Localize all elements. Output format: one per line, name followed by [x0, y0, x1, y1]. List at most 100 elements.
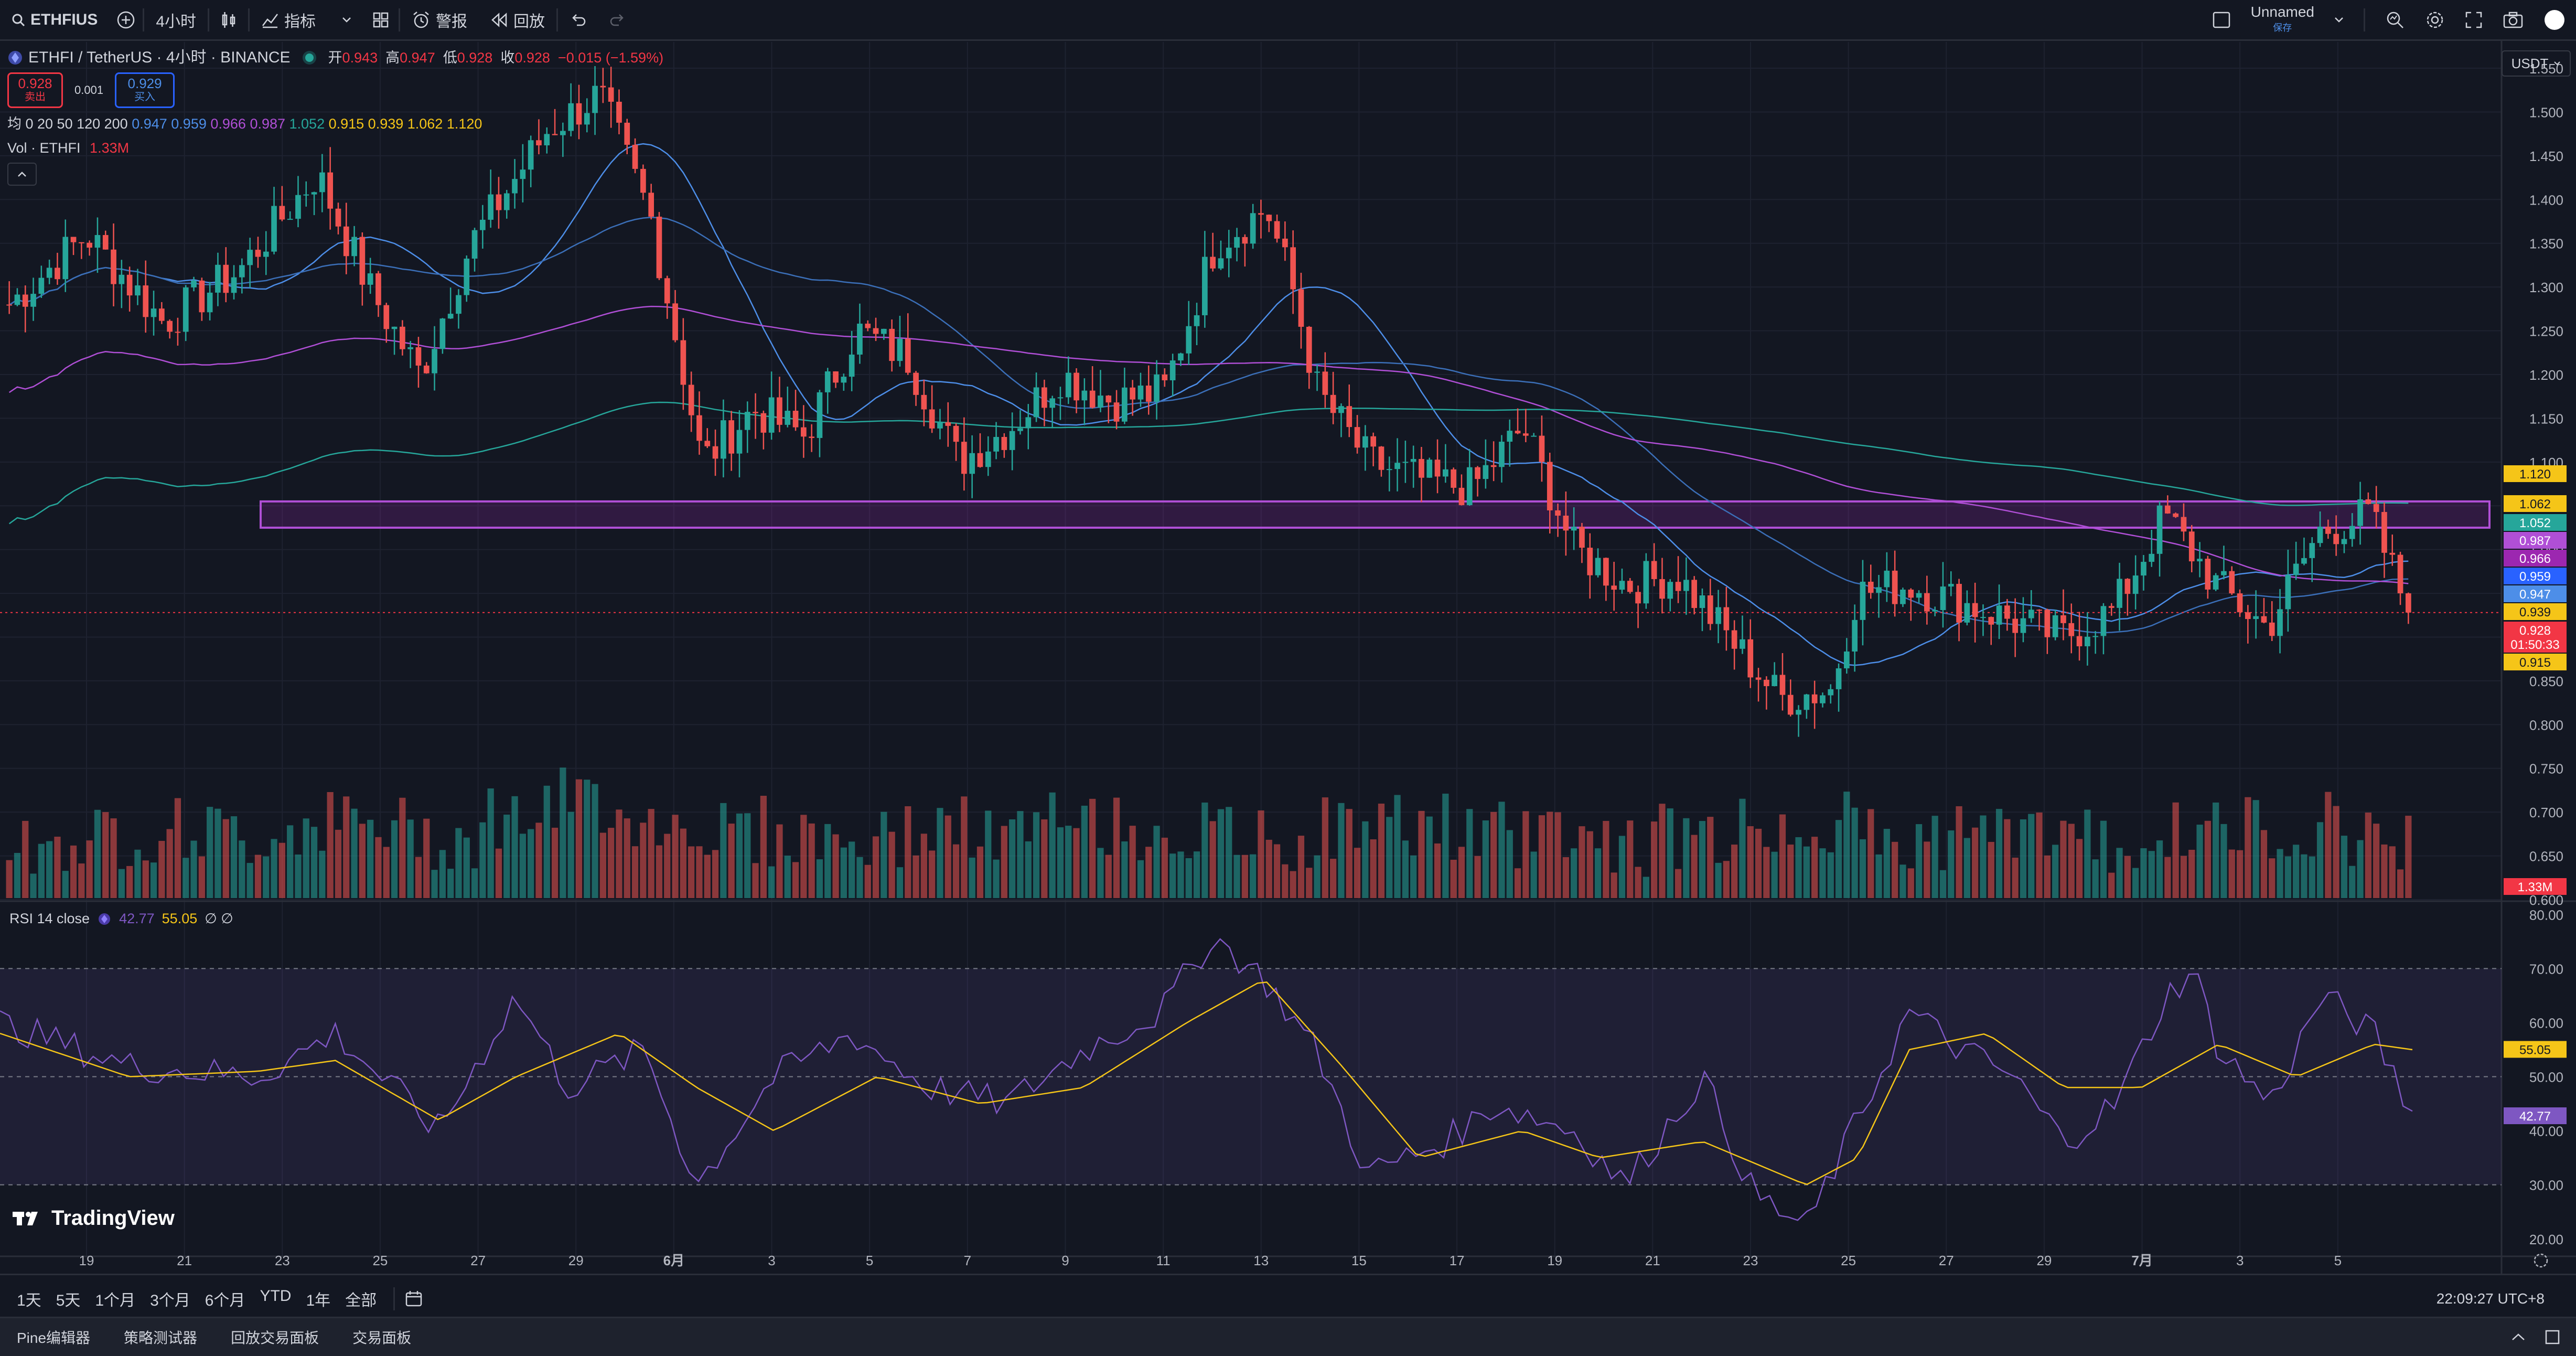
price-chart[interactable]: 1.5501.5001.4501.4001.3501.3001.2501.200… [0, 41, 2576, 1274]
templates-grid-icon[interactable] [363, 12, 399, 28]
volume-bar [2365, 813, 2371, 898]
candle-body [1643, 561, 1649, 604]
divider [399, 8, 401, 31]
candle-body [913, 372, 919, 395]
candle-body [2309, 543, 2315, 558]
range-button-5[interactable]: YTD [260, 1287, 292, 1305]
account-avatar-icon[interactable] [2543, 9, 2566, 31]
tradingview-watermark[interactable]: TradingView [13, 1206, 175, 1230]
volume-bar [961, 796, 968, 898]
maximize-panel-icon[interactable] [2545, 1329, 2560, 1345]
time-tick-label: 19 [79, 1253, 94, 1268]
volume-bar [1988, 841, 1994, 898]
layout-name[interactable]: Unnamed 保存 [2251, 4, 2314, 36]
candle-body [1675, 582, 1681, 591]
rsi-legend[interactable]: RSI 14 close 42.77 55.05 ∅ ∅ [9, 911, 233, 927]
candle-body [921, 394, 927, 410]
candle-body [1659, 579, 1665, 599]
volume-bar [118, 869, 125, 898]
alarm-clock-icon [412, 10, 431, 29]
volume-bar [712, 850, 719, 898]
volume-bar [1522, 811, 1529, 898]
volume-legend-row[interactable]: Vol · ETHFI 1.33M [7, 137, 663, 158]
indicators-button[interactable]: 指标 [250, 0, 363, 39]
expand-panel-icon[interactable] [2511, 1332, 2526, 1342]
volume-bar [1402, 840, 1409, 898]
candle-body [1892, 570, 1898, 604]
candle-body [407, 347, 414, 349]
volume-bar [929, 850, 936, 898]
footer-tab-3[interactable]: 交易面板 [352, 1330, 412, 1346]
volume-bar [214, 808, 221, 898]
ma-legend-row[interactable]: 均 0 20 50 120 200 0.947 0.959 0.966 0.98… [7, 113, 663, 134]
legend-title[interactable]: ETHFI / TetherUS · 4小时 · BINANCE [28, 49, 291, 66]
buy-button[interactable]: 0.929 买入 [115, 72, 175, 108]
symbol-search[interactable]: ETHFIUS [0, 0, 109, 39]
time-tick-label: 17 [1450, 1253, 1465, 1268]
volume-bar [2012, 857, 2019, 898]
candle-body [287, 219, 293, 220]
replay-button[interactable]: 回放 [479, 0, 556, 39]
candle-body [1130, 387, 1136, 400]
volume-bar [1065, 826, 1072, 898]
chevron-up-icon [17, 170, 27, 178]
volume-bar [616, 809, 622, 898]
range-button-4[interactable]: 6个月 [205, 1292, 245, 1309]
currency-selector[interactable]: USDT [2502, 50, 2571, 77]
chevron-down-icon[interactable] [2334, 17, 2344, 23]
candle-body [1940, 586, 1946, 611]
camera-icon[interactable] [2503, 11, 2524, 29]
add-symbol-icon[interactable] [109, 10, 143, 29]
undo-icon[interactable] [558, 13, 598, 27]
candle-body [929, 409, 935, 429]
calendar-range-icon[interactable] [404, 1289, 423, 1308]
collapse-legend-button[interactable] [7, 163, 37, 186]
sell-button[interactable]: 0.928 卖出 [7, 72, 63, 108]
volume-bar [1458, 847, 1465, 898]
volume-bar [1001, 826, 1007, 898]
volume-bar [2381, 844, 2388, 898]
volume-bar [1185, 858, 1192, 898]
footer-tab-0[interactable]: Pine编辑器 [17, 1330, 91, 1346]
range-button-7[interactable]: 全部 [345, 1292, 377, 1309]
layout-checkbox-icon[interactable] [2212, 10, 2231, 29]
volume-bar [30, 873, 37, 898]
candle-body [857, 323, 863, 355]
fullscreen-icon[interactable] [2465, 11, 2483, 29]
candle-type-icon[interactable] [209, 11, 248, 29]
volume-bar [1771, 851, 1778, 898]
quick-search-icon[interactable] [2385, 10, 2405, 30]
range-button-6[interactable]: 1年 [306, 1292, 331, 1309]
settings-gear-icon[interactable] [2425, 10, 2445, 30]
volume-bar [1915, 824, 1923, 898]
volume-bar [575, 779, 583, 898]
time-tick-label: 29 [2036, 1253, 2052, 1268]
range-button-2[interactable]: 1个月 [95, 1292, 136, 1309]
volume-bar [447, 869, 454, 898]
candle-body [736, 430, 743, 454]
clock-readout[interactable]: 22:09:27 UTC+8 [2436, 1290, 2545, 1307]
range-button-0[interactable]: 1天 [17, 1292, 41, 1309]
volume-bar [888, 831, 895, 898]
volume-bar [158, 841, 165, 898]
volume-bar [1747, 826, 1754, 898]
range-button-3[interactable]: 3个月 [150, 1292, 190, 1309]
volume-bar [2156, 840, 2163, 898]
interval-button[interactable]: 4小时 [144, 0, 208, 39]
range-button-1[interactable]: 5天 [56, 1292, 81, 1309]
candle-body [1867, 581, 1874, 593]
alert-button[interactable]: 警报 [400, 0, 479, 39]
price-tick-label: 0.750 [2529, 761, 2563, 777]
time-tick-label: 6月 [663, 1253, 684, 1268]
redo-icon[interactable] [598, 13, 638, 27]
volume-bar [431, 870, 438, 898]
footer-tab-1[interactable]: 策略测试器 [124, 1330, 198, 1346]
high-label: 高 [385, 50, 400, 66]
volume-bar [207, 807, 213, 898]
price-tick-label: 1.200 [2529, 367, 2563, 383]
candle-body [303, 194, 309, 196]
candle-body [2117, 579, 2122, 608]
volume-bar [608, 828, 615, 898]
footer-tab-2[interactable]: 回放交易面板 [231, 1330, 319, 1346]
volume-bar [832, 834, 839, 898]
